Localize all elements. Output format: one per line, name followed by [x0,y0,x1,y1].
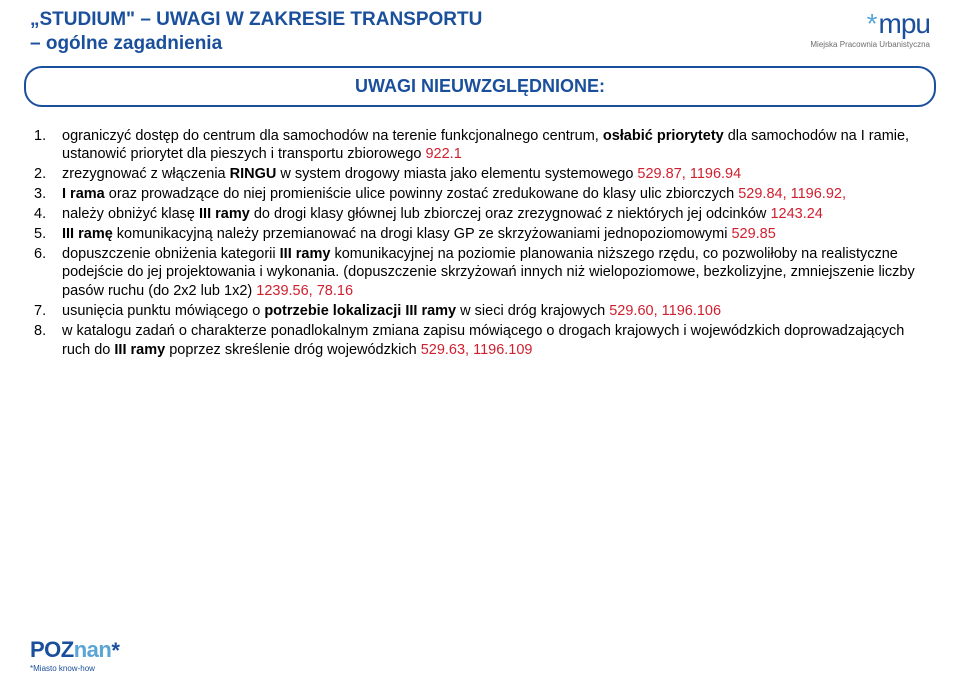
item-text: do drogi klasy głównej lub zbiorczej ora… [250,206,771,222]
header-row: „STUDIUM" – UWAGI W ZAKRESIE TRANSPORTU … [0,0,960,56]
list-item: zrezygnować z włączenia RINGU w system d… [34,165,926,184]
item-text: ograniczyć dostęp do centrum dla samocho… [62,128,603,144]
item-text: należy obniżyć klasę [62,206,199,222]
item-text: w system drogowy miasta jako elementu sy… [276,166,637,182]
item-text: poprzez skreślenie dróg wojewódzkich [165,342,421,358]
list-item: I rama oraz prowadzące do niej promieniś… [34,185,926,204]
item-text: zrezygnować z włączenia [62,166,230,182]
item-bold: III ramy [199,206,250,222]
footer-logo: POZnan* *Miasto know-how [30,637,119,673]
list-item: dopuszczenie obniżenia kategorii III ram… [34,245,926,302]
title-line-1: „STUDIUM" – UWAGI W ZAKRESIE TRANSPORTU [30,8,482,32]
mpu-logo-text: *mpu [810,10,930,38]
poznan-star-icon: * [111,638,119,663]
page-title: „STUDIUM" – UWAGI W ZAKRESIE TRANSPORTU … [30,8,482,56]
subtitle-box: UWAGI NIEUWZGLĘDNIONE: [24,66,936,107]
poznan-subtitle: *Miasto know-how [30,664,119,673]
subtitle-text: UWAGI NIEUWZGLĘDNIONE: [355,76,605,96]
poznan-pre: POZ [30,637,74,662]
item-bold: potrzebie lokalizacji III ramy [264,303,456,319]
item-text: dopuszczenie obniżenia kategorii [62,246,280,262]
item-reference: 529.84, 1196.92, [738,186,846,202]
item-reference: 529.87, 1196.94 [637,166,741,182]
poznan-logo: POZnan* [30,637,119,664]
mpu-word: mpu [879,8,930,39]
item-bold: III ramy [280,246,331,262]
list-item: ograniczyć dostęp do centrum dla samocho… [34,127,926,165]
list-item: w katalogu zadań o charakterze ponadloka… [34,322,926,360]
item-reference: 1239.56, 78.16 [256,283,353,299]
mpu-logo-subtitle: Miejska Pracownia Urbanistyczna [810,40,930,49]
list-item: należy obniżyć klasę III ramy do drogi k… [34,205,926,224]
item-text: komunikacyjną należy przemianować na dro… [113,226,732,242]
list-item: III ramę komunikacyjną należy przemianow… [34,225,926,244]
title-line-2: – ogólne zagadnienia [30,32,482,56]
mpu-logo: *mpu Miejska Pracownia Urbanistyczna [810,8,930,49]
item-bold: III ramę [62,226,113,242]
item-text: oraz prowadzące do niej promieniście uli… [105,186,738,202]
poznan-sub-text: Miasto know-how [33,664,95,673]
item-reference: 529.85 [731,226,775,242]
poznan-post: nan [74,637,112,662]
item-bold: osłabić priorytety [603,128,724,144]
item-text: w sieci dróg krajowych [456,303,609,319]
item-bold: III ramy [114,342,165,358]
mpu-asterisk-icon: * [867,8,877,39]
content-list: ograniczyć dostęp do centrum dla samocho… [0,107,960,360]
item-reference: 529.60, 1196.106 [609,303,721,319]
item-text: usunięcia punktu mówiącego o [62,303,264,319]
item-reference: 922.1 [425,146,461,162]
item-reference: 1243.24 [770,206,822,222]
item-bold: RINGU [230,166,277,182]
item-bold: I rama [62,186,105,202]
list-item: usunięcia punktu mówiącego o potrzebie l… [34,302,926,321]
item-reference: 529.63, 1196.109 [421,342,533,358]
